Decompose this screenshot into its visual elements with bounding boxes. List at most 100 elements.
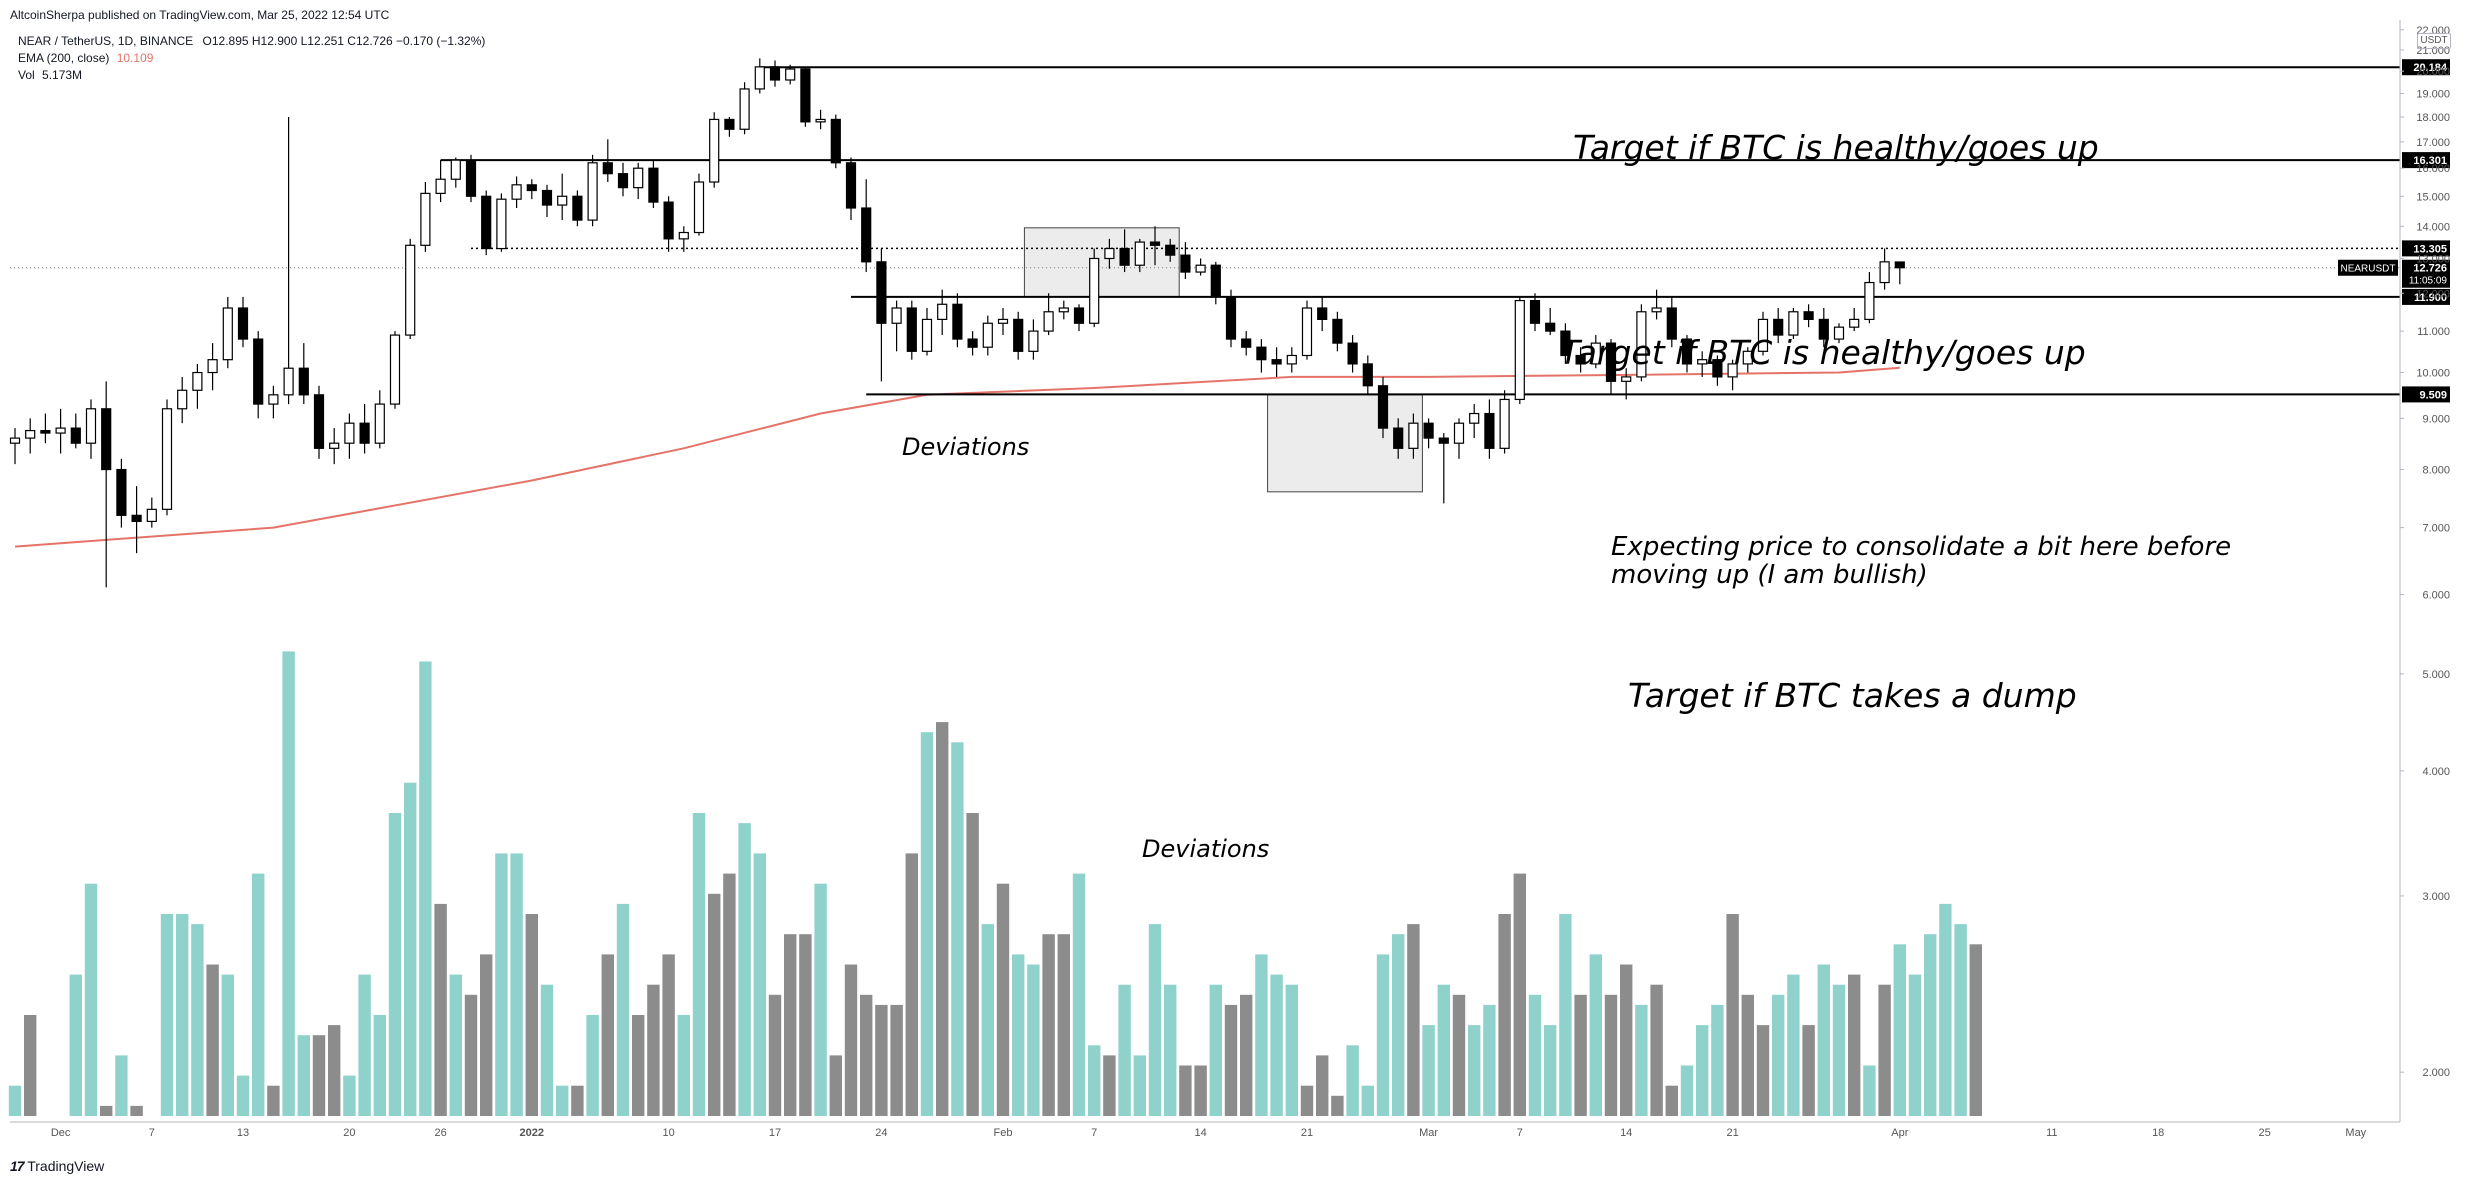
volume-bar xyxy=(1559,914,1572,1116)
volume-bar xyxy=(708,893,721,1116)
candle-body xyxy=(435,178,446,194)
candle-body xyxy=(405,244,416,336)
volume-bar xyxy=(1118,984,1131,1116)
candle-body xyxy=(572,195,583,221)
volume-bar xyxy=(1285,984,1298,1116)
candle-body xyxy=(131,514,142,523)
volume-bar xyxy=(24,1015,37,1116)
volume-bar xyxy=(373,1015,386,1116)
volume-bar xyxy=(206,964,219,1116)
candle-body xyxy=(1849,318,1860,328)
candle-body xyxy=(982,322,993,348)
volume-bar xyxy=(191,924,204,1116)
candle-body xyxy=(1362,363,1373,387)
candle-body xyxy=(1347,342,1358,365)
y-tick-label: 12.000 xyxy=(2416,288,2450,300)
symbol-tag-bg xyxy=(2338,259,2398,276)
ema-line xyxy=(14,366,1900,548)
candle-body xyxy=(1864,281,1875,321)
volume-bar xyxy=(100,1105,113,1116)
volume-bar xyxy=(1574,994,1587,1116)
candle-body xyxy=(374,403,385,444)
candle-body xyxy=(1773,318,1784,336)
volume-bar xyxy=(358,974,371,1116)
candle-body xyxy=(663,201,674,240)
volume-bar xyxy=(84,883,98,1116)
candle-body xyxy=(1028,330,1039,352)
x-tick-label: May xyxy=(2345,1127,2366,1139)
candle-body xyxy=(116,468,127,516)
candle-body xyxy=(891,307,902,324)
level-label-bg xyxy=(2402,288,2450,305)
candle-body xyxy=(177,389,188,410)
level-label: 11.900 xyxy=(2414,292,2447,304)
candle-body xyxy=(465,159,477,197)
candle-body xyxy=(1301,307,1313,357)
candle-body xyxy=(9,437,21,444)
candle-body xyxy=(85,408,97,444)
level-label-bg xyxy=(2402,59,2450,76)
candle-body xyxy=(389,334,401,405)
volume-bar xyxy=(1376,954,1390,1116)
y-tick-label: 5.000 xyxy=(2422,669,2450,681)
volume-bar xyxy=(267,1085,280,1116)
candle-body xyxy=(1484,412,1495,449)
published-by: AltcoinSherpa published on TradingView.c… xyxy=(10,8,390,22)
tv-logo-text: TradingView xyxy=(27,1158,105,1174)
tradingview-logo[interactable]: 17 TradingView xyxy=(10,1158,104,1174)
candle-body xyxy=(101,408,112,471)
y-tick-label: 9.000 xyxy=(2422,413,2450,425)
candle-body xyxy=(1195,264,1206,273)
x-tick-label: 14 xyxy=(1620,1127,1632,1139)
volume-bar xyxy=(540,984,554,1116)
volume-bar xyxy=(1407,924,1420,1116)
ema-legend[interactable]: EMA (200, close) 10.109 xyxy=(18,51,153,65)
deviation-box xyxy=(1023,227,1180,298)
candle-body xyxy=(526,184,537,192)
volume-bar xyxy=(1072,873,1086,1116)
candle-body xyxy=(1256,346,1267,361)
tv-icon: 17 xyxy=(10,1158,25,1174)
level-label: 20.184 xyxy=(2413,62,2448,74)
volume-bar xyxy=(1270,974,1283,1116)
candle-body xyxy=(1317,307,1328,321)
volume-bar xyxy=(480,954,493,1116)
y-tick-label: 7.000 xyxy=(2422,523,2450,535)
candle-body xyxy=(633,167,644,189)
candle-body xyxy=(921,318,933,352)
volume-bar xyxy=(981,924,994,1116)
currency-badge[interactable]: USDT xyxy=(2417,33,2451,49)
volume-bar xyxy=(1665,1085,1678,1116)
x-tick-label: 24 xyxy=(875,1127,887,1139)
y-tick-label: 2.000 xyxy=(2422,1067,2450,1079)
x-tick-label: 21 xyxy=(1301,1127,1313,1139)
volume-bar xyxy=(1513,873,1526,1116)
candle-body xyxy=(1104,247,1115,260)
y-tick-label: 14.000 xyxy=(2416,221,2450,233)
x-tick-label: 10 xyxy=(662,1127,674,1139)
y-tick-label: 16.000 xyxy=(2416,163,2450,175)
candle-body xyxy=(693,181,705,234)
volume-bar xyxy=(1133,1055,1146,1116)
vol-legend[interactable]: Vol 5.173M xyxy=(18,68,82,82)
volume-bar xyxy=(1969,944,1982,1116)
candle-body xyxy=(830,118,841,164)
ohlc-values: O12.895 H12.900 L12.251 C12.726 −0.170 (… xyxy=(202,34,486,48)
countdown-label: 11:05:09 xyxy=(2409,276,2448,287)
last-price-bg xyxy=(2402,259,2450,288)
candle-body xyxy=(313,394,325,449)
candle-body xyxy=(1408,422,1419,449)
volume-bar xyxy=(130,1105,143,1116)
candle-body xyxy=(1681,338,1693,365)
candle-body xyxy=(1727,363,1738,378)
volume-bar xyxy=(8,1085,22,1116)
symbol-name[interactable]: NEAR / TetherUS, 1D, BINANCE xyxy=(18,34,194,48)
volume-bar xyxy=(1103,1055,1116,1116)
candle-body xyxy=(967,338,978,348)
candle-body xyxy=(1043,311,1054,332)
candle-body xyxy=(876,261,887,324)
vol-label: Vol xyxy=(18,68,35,82)
volume-bar xyxy=(1954,924,1967,1116)
volume-bar xyxy=(1452,994,1466,1116)
